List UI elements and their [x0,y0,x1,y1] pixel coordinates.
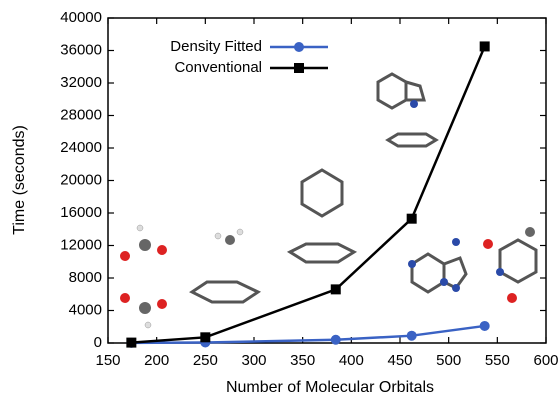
y-tick-label: 12000 [60,236,102,253]
molecule-icon [286,168,358,264]
y-tick-label: 4000 [69,301,102,318]
point [479,320,490,331]
y-axis-title: Time (seconds) [11,125,28,235]
x-tick-label: 200 [144,352,169,369]
y-tick-label: 8000 [69,269,102,286]
legend-marker [294,42,304,52]
molecule-icon [376,72,439,148]
legend-label: Conventional [174,59,262,76]
y-tick-label: 36000 [60,41,102,58]
y-tick-label: 32000 [60,74,102,91]
y-tick-label: 16000 [60,204,102,221]
series-line [131,45,486,344]
legend-label: Density Fitted [170,38,262,55]
y-tick-label: 40000 [60,9,102,26]
x-tick-label: 550 [485,352,510,369]
point [126,337,137,348]
molecule-icon [408,238,468,294]
x-axis-title: Number of Molecular Orbitals [226,379,434,396]
y-tick-label: 0 [94,334,102,351]
x-tick-label: 250 [193,352,218,369]
x-tick-label: 150 [95,352,120,369]
point [406,213,417,224]
point [330,334,341,345]
molecule-illustrations [120,72,538,329]
molecule-icon [189,228,262,304]
point [479,41,490,52]
x-tick-label: 300 [241,352,266,369]
legend-marker [294,63,304,73]
x-tick-label: 350 [290,352,315,369]
point [200,332,211,343]
y-tick-label: 28000 [60,106,102,123]
x-tick-label: 500 [436,352,461,369]
series-line [131,324,485,345]
molecule-icon [120,224,167,329]
molecule-icon [483,227,538,303]
point [330,284,341,295]
point [406,330,417,341]
x-tick-label: 450 [387,352,412,369]
y-tick-label: 20000 [60,171,102,188]
y-tick-label: 24000 [60,139,102,156]
x-tick-label: 400 [339,352,364,369]
x-tick-label: 600 [533,352,558,369]
